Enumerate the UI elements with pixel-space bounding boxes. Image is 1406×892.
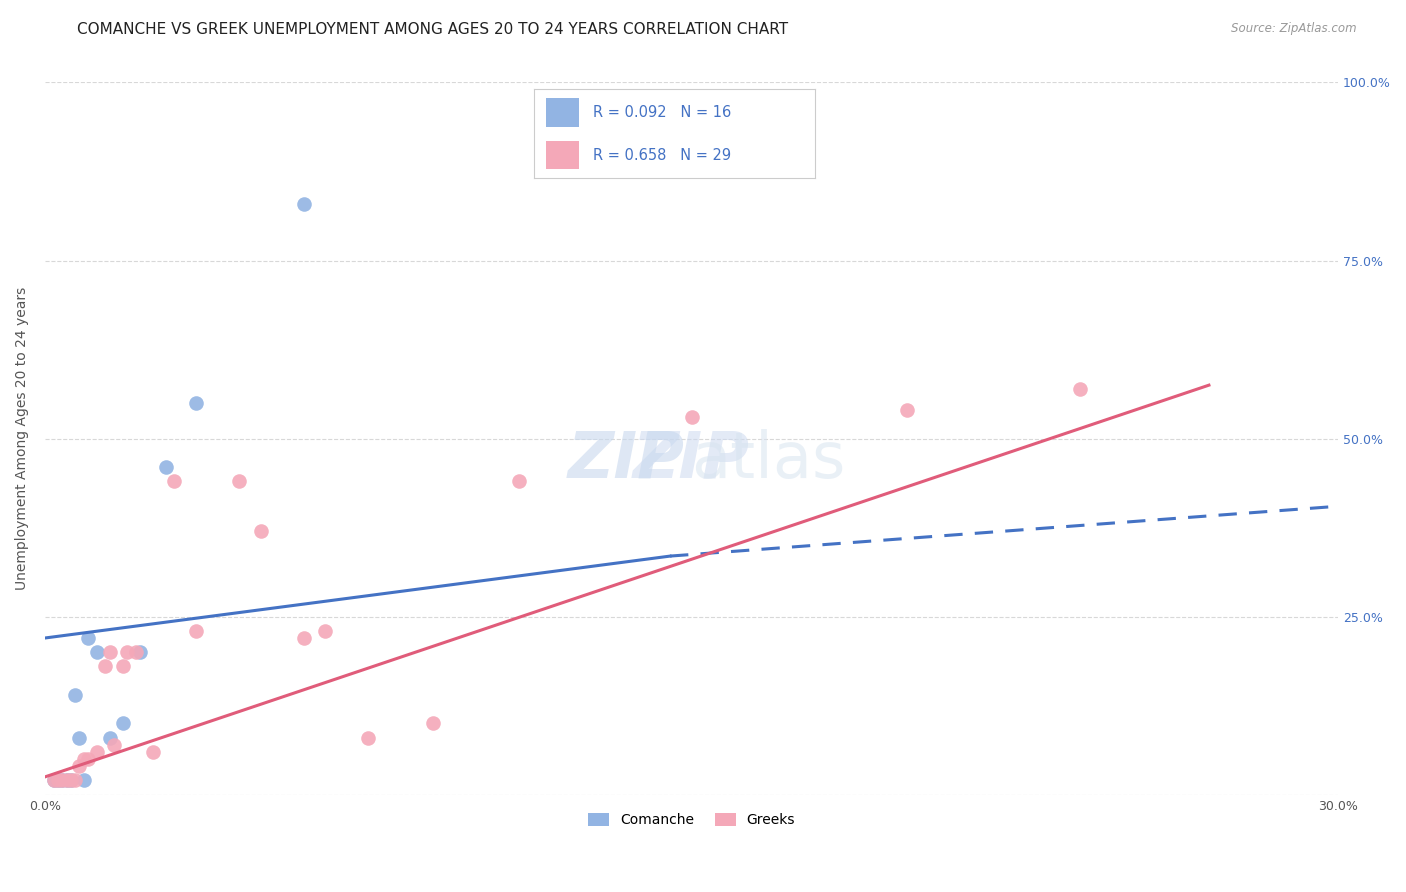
Legend: Comanche, Greeks: Comanche, Greeks <box>581 806 803 834</box>
Point <box>681 410 703 425</box>
Y-axis label: Unemployment Among Ages 20 to 24 years: Unemployment Among Ages 20 to 24 years <box>15 287 30 591</box>
Point <box>508 475 530 489</box>
Bar <box>546 98 579 127</box>
Text: R = 0.092   N = 16: R = 0.092 N = 16 <box>593 105 731 120</box>
Point <box>69 731 91 745</box>
Text: atlas: atlas <box>692 429 846 491</box>
Point <box>184 396 207 410</box>
Point <box>98 645 121 659</box>
Text: ZIPatlas: ZIPatlas <box>565 429 818 491</box>
Point <box>249 524 271 538</box>
Point <box>228 475 250 489</box>
Point <box>357 731 380 745</box>
Point <box>77 631 100 645</box>
Point <box>59 773 82 788</box>
Point <box>124 645 146 659</box>
Point <box>42 773 65 788</box>
Point <box>155 460 177 475</box>
Point <box>55 773 77 788</box>
Point <box>51 773 73 788</box>
Point <box>292 631 315 645</box>
Point <box>73 752 96 766</box>
Point <box>292 196 315 211</box>
Text: R = 0.658   N = 29: R = 0.658 N = 29 <box>593 148 731 162</box>
Point <box>142 745 165 759</box>
Point <box>111 659 134 673</box>
Text: Source: ZipAtlas.com: Source: ZipAtlas.com <box>1232 22 1357 36</box>
Point <box>59 773 82 788</box>
Point <box>73 773 96 788</box>
Point <box>1069 382 1091 396</box>
Point <box>98 731 121 745</box>
Point <box>46 773 69 788</box>
Text: ZIP: ZIP <box>568 429 685 491</box>
Point <box>63 688 86 702</box>
Point <box>42 773 65 788</box>
Point <box>69 759 91 773</box>
Point <box>896 403 918 417</box>
Point <box>184 624 207 638</box>
Bar <box>546 141 579 169</box>
Point <box>314 624 336 638</box>
Point <box>163 475 186 489</box>
Text: ZIP: ZIP <box>633 429 751 491</box>
Point <box>51 773 73 788</box>
Point <box>46 773 69 788</box>
Point <box>115 645 138 659</box>
Point <box>55 773 77 788</box>
Point <box>103 738 125 752</box>
Point <box>86 645 108 659</box>
Text: COMANCHE VS GREEK UNEMPLOYMENT AMONG AGES 20 TO 24 YEARS CORRELATION CHART: COMANCHE VS GREEK UNEMPLOYMENT AMONG AGE… <box>77 22 789 37</box>
Point <box>422 716 444 731</box>
Point <box>63 773 86 788</box>
Point <box>86 745 108 759</box>
Point <box>128 645 150 659</box>
Point <box>111 716 134 731</box>
Point <box>77 752 100 766</box>
Point <box>94 659 117 673</box>
